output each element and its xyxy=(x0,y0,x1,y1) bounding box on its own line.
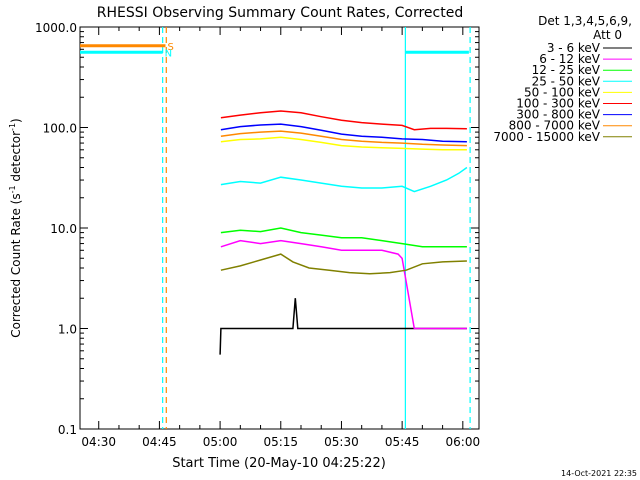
series-line-5 xyxy=(220,136,467,151)
y-axis-label-end: ) xyxy=(9,118,23,123)
series-line-9 xyxy=(220,253,467,275)
x-tick-label: 05:45 xyxy=(385,435,420,449)
legend-label: 25 - 50 keV xyxy=(532,74,601,88)
x-axis: 04:30 04:45 05:00 05:15 05:30 05:45 06:00 xyxy=(81,27,480,449)
series-layer xyxy=(219,110,468,355)
series-line-8 xyxy=(220,130,467,147)
series-line-3 xyxy=(220,227,467,248)
annotation-label: N xyxy=(165,48,172,59)
y-axis-label-exp2: -1 xyxy=(8,123,17,131)
y-axis-label-exp1: -1 xyxy=(8,185,17,193)
y-tick-label: 1.0 xyxy=(58,323,77,337)
chart-title: RHESSI Observing Summary Count Rates, Co… xyxy=(97,5,463,21)
x-tick-label: 04:30 xyxy=(81,435,116,449)
x-tick-label: 04:45 xyxy=(142,435,177,449)
x-tick-label: 05:00 xyxy=(203,435,238,449)
series-line-4 xyxy=(220,166,468,193)
series-line-7 xyxy=(220,123,467,143)
y-tick-label: 10.0 xyxy=(50,222,77,236)
y-axis-label-mid: detector xyxy=(9,131,23,186)
y-tick-label: 0.1 xyxy=(58,423,77,437)
x-axis-label: Start Time (20-May-10 04:25:22) xyxy=(172,456,386,471)
legend-label: 7000 - 15000 keV xyxy=(493,130,600,144)
legend-header-line1: Det 1,3,4,5,6,9, xyxy=(538,14,632,28)
legend-header-line2: Att 0 xyxy=(593,28,622,42)
legend-label: 300 - 800 keV xyxy=(516,108,600,122)
legend-label: 12 - 25 keV xyxy=(532,63,601,77)
legend-label: 100 - 300 keV xyxy=(516,97,600,111)
annotation-label: S xyxy=(167,42,173,53)
y-axis: 1000.0 100.0 10.0 1.0 0.1 xyxy=(35,21,479,437)
vertical-markers xyxy=(162,27,471,429)
x-tick-label: 05:30 xyxy=(324,435,359,449)
annotation-bars: SN xyxy=(80,42,469,59)
series-line-2 xyxy=(220,239,467,330)
series-line-1 xyxy=(219,298,467,355)
legend-label: 50 - 100 keV xyxy=(524,85,601,99)
series-line-6 xyxy=(220,110,467,131)
legend-label: 3 - 6 keV xyxy=(547,41,601,55)
y-axis-label: Corrected Count Rate (s-1 detector-1) xyxy=(8,118,23,337)
footer-date: 14-Oct-2021 22:35 xyxy=(561,469,637,478)
legend-label: 800 - 7000 keV xyxy=(509,119,601,133)
x-tick-label: 05:15 xyxy=(263,435,298,449)
y-tick-label: 100.0 xyxy=(43,122,77,136)
legend-label: 6 - 12 keV xyxy=(539,52,601,66)
x-tick-label: 06:00 xyxy=(446,435,481,449)
y-axis-label-main: Corrected Count Rate (s xyxy=(9,193,23,337)
y-tick-label: 1000.0 xyxy=(35,21,77,35)
